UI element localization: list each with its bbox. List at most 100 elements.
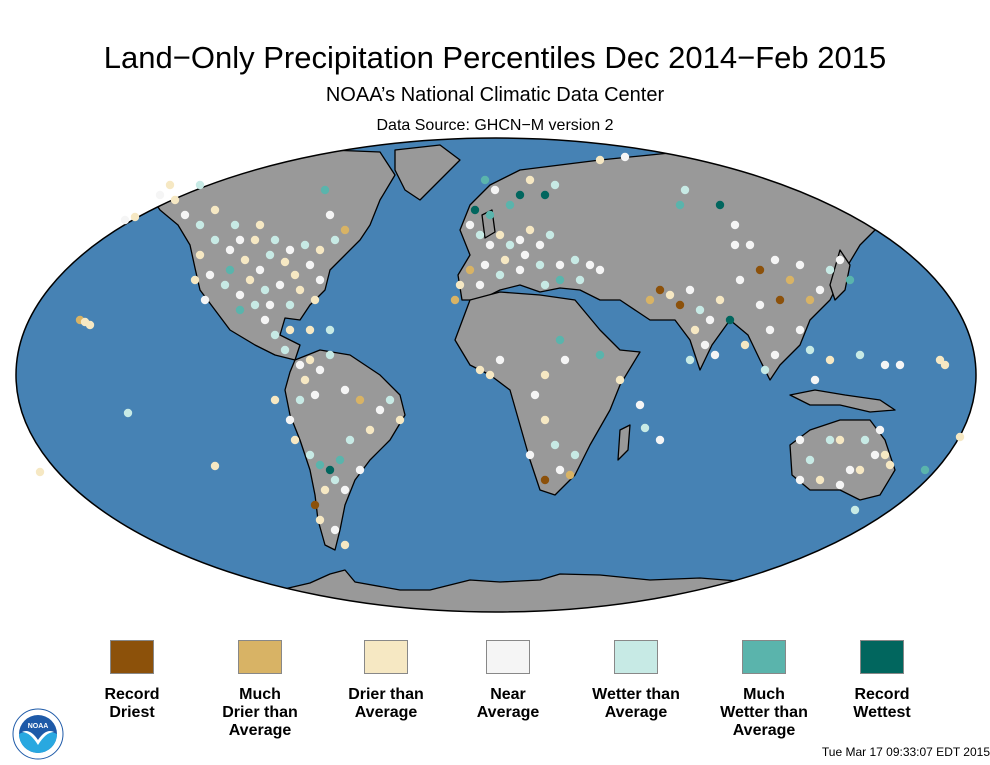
station-marker	[585, 260, 595, 270]
chart-subtitle: NOAA’s National Climatic Data Center	[325, 84, 665, 106]
timestamp: Tue Mar 17 09:33:07 EDT 2015	[821, 745, 990, 759]
station-marker	[305, 325, 315, 335]
station-marker	[490, 185, 500, 195]
station-marker	[755, 265, 765, 275]
station-marker	[280, 345, 290, 355]
station-marker	[365, 425, 375, 435]
station-marker	[295, 285, 305, 295]
station-marker	[165, 180, 175, 190]
station-marker	[575, 275, 585, 285]
legend-swatch	[238, 640, 282, 674]
station-marker	[180, 210, 190, 220]
station-marker	[520, 250, 530, 260]
station-marker	[310, 500, 320, 510]
station-marker	[315, 245, 325, 255]
station-marker	[700, 340, 710, 350]
station-marker	[835, 435, 845, 445]
station-marker	[265, 300, 275, 310]
station-marker	[330, 525, 340, 535]
legend-item: Record Driest	[62, 640, 202, 722]
station-marker	[320, 485, 330, 495]
world-map	[15, 137, 977, 613]
station-marker	[290, 435, 300, 445]
station-marker	[385, 395, 395, 405]
station-marker	[355, 395, 365, 405]
station-marker	[555, 465, 565, 475]
station-marker	[305, 450, 315, 460]
station-marker	[655, 435, 665, 445]
station-marker	[640, 423, 650, 433]
station-marker	[340, 385, 350, 395]
station-marker	[715, 200, 725, 210]
legend-item: Wetter than Average	[566, 640, 706, 722]
station-marker	[825, 265, 835, 275]
station-marker	[940, 360, 950, 370]
station-marker	[270, 395, 280, 405]
station-marker	[170, 195, 180, 205]
station-marker	[955, 432, 965, 442]
station-marker	[315, 365, 325, 375]
legend-label: Much Wetter than Average	[720, 686, 808, 739]
station-marker	[875, 425, 885, 435]
station-marker	[260, 285, 270, 295]
station-marker	[335, 455, 345, 465]
station-marker	[845, 465, 855, 475]
station-marker	[285, 300, 295, 310]
legend-label: Record Wettest	[853, 686, 911, 721]
station-marker	[325, 325, 335, 335]
station-marker	[495, 230, 505, 240]
legend-swatch	[486, 640, 530, 674]
station-marker	[345, 435, 355, 445]
station-marker	[595, 265, 605, 275]
station-marker	[920, 465, 930, 475]
station-marker	[595, 155, 605, 165]
station-marker	[515, 265, 525, 275]
station-marker	[195, 180, 205, 190]
station-marker	[810, 375, 820, 385]
station-marker	[330, 475, 340, 485]
station-marker	[805, 295, 815, 305]
station-marker	[395, 415, 405, 425]
station-marker	[190, 275, 200, 285]
station-marker	[795, 260, 805, 270]
station-marker	[225, 245, 235, 255]
station-marker	[535, 260, 545, 270]
station-marker	[320, 185, 330, 195]
indonesia	[789, 389, 896, 413]
station-markers	[35, 152, 965, 550]
station-marker	[505, 200, 515, 210]
station-marker	[270, 235, 280, 245]
station-marker	[895, 360, 905, 370]
legend-item: Much Drier than Average	[190, 640, 330, 740]
station-marker	[275, 280, 285, 290]
legend-item: Much Wetter than Average	[694, 640, 834, 740]
station-marker	[375, 405, 385, 415]
station-marker	[310, 390, 320, 400]
legend-item: Record Wettest	[812, 640, 952, 722]
station-marker	[880, 360, 890, 370]
station-marker	[123, 408, 133, 418]
station-marker	[455, 280, 465, 290]
station-marker	[675, 200, 685, 210]
station-marker	[540, 415, 550, 425]
station-marker	[265, 250, 275, 260]
station-marker	[230, 220, 240, 230]
station-marker	[710, 350, 720, 360]
station-marker	[855, 350, 865, 360]
station-marker	[695, 305, 705, 315]
station-marker	[550, 180, 560, 190]
station-marker	[540, 280, 550, 290]
station-marker	[570, 450, 580, 460]
station-marker	[540, 475, 550, 485]
station-marker	[305, 260, 315, 270]
station-marker	[815, 475, 825, 485]
station-marker	[730, 240, 740, 250]
station-marker	[220, 280, 230, 290]
station-marker	[615, 375, 625, 385]
station-marker	[835, 255, 845, 265]
station-marker	[485, 210, 495, 220]
station-marker	[555, 335, 565, 345]
station-marker	[690, 325, 700, 335]
legend-label: Much Drier than Average	[222, 686, 298, 739]
station-marker	[310, 295, 320, 305]
